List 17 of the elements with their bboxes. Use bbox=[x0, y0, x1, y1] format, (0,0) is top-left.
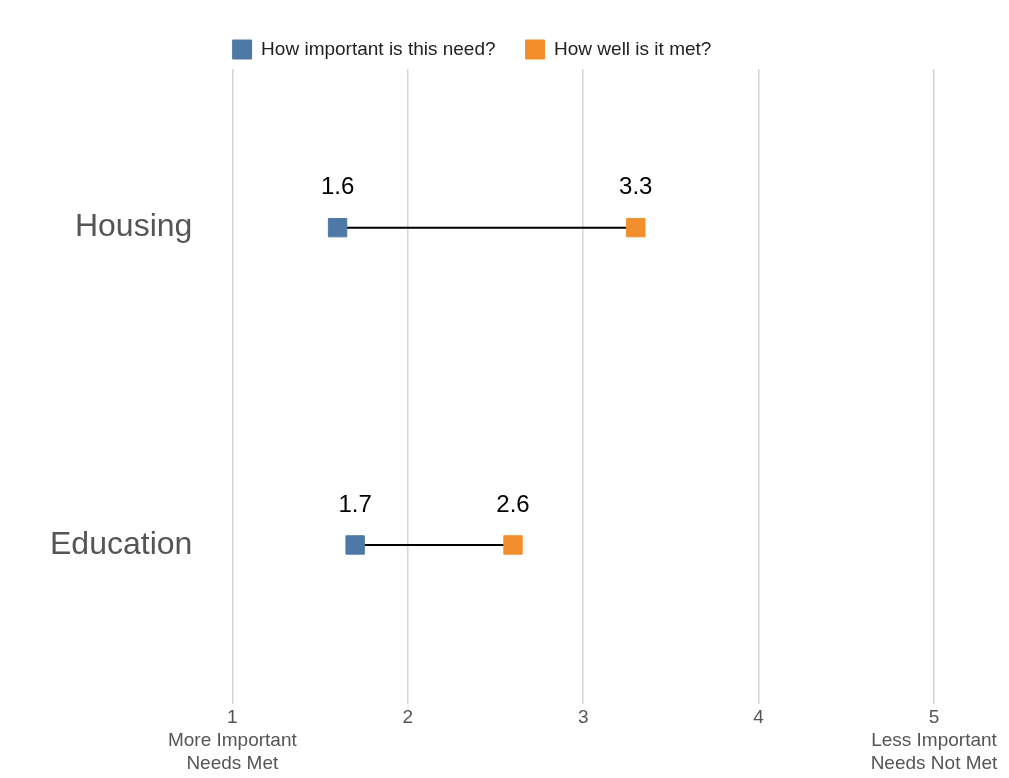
point bbox=[327, 217, 348, 238]
point bbox=[503, 535, 523, 555]
x-tick-label: 4 bbox=[753, 706, 765, 728]
x-tick-label: 5 Less Important Needs Not Met bbox=[870, 706, 999, 773]
x-tick-label: 2 bbox=[402, 706, 414, 728]
x-tick-label: 3 bbox=[577, 706, 589, 728]
x-tick-label: 1 More Important Needs Met bbox=[167, 706, 298, 773]
data-label: 1.6 bbox=[320, 172, 355, 200]
data-label: 3.3 bbox=[619, 172, 653, 200]
legend-label: How important is this need? bbox=[261, 37, 496, 59]
data-label: 1.7 bbox=[338, 489, 372, 517]
point bbox=[345, 535, 365, 555]
legend-label: How well is it met? bbox=[554, 37, 712, 59]
data-label: 2.6 bbox=[496, 489, 530, 517]
y-tick-label: Education bbox=[50, 524, 193, 561]
point bbox=[626, 217, 646, 238]
y-tick-label: Housing bbox=[74, 207, 193, 244]
